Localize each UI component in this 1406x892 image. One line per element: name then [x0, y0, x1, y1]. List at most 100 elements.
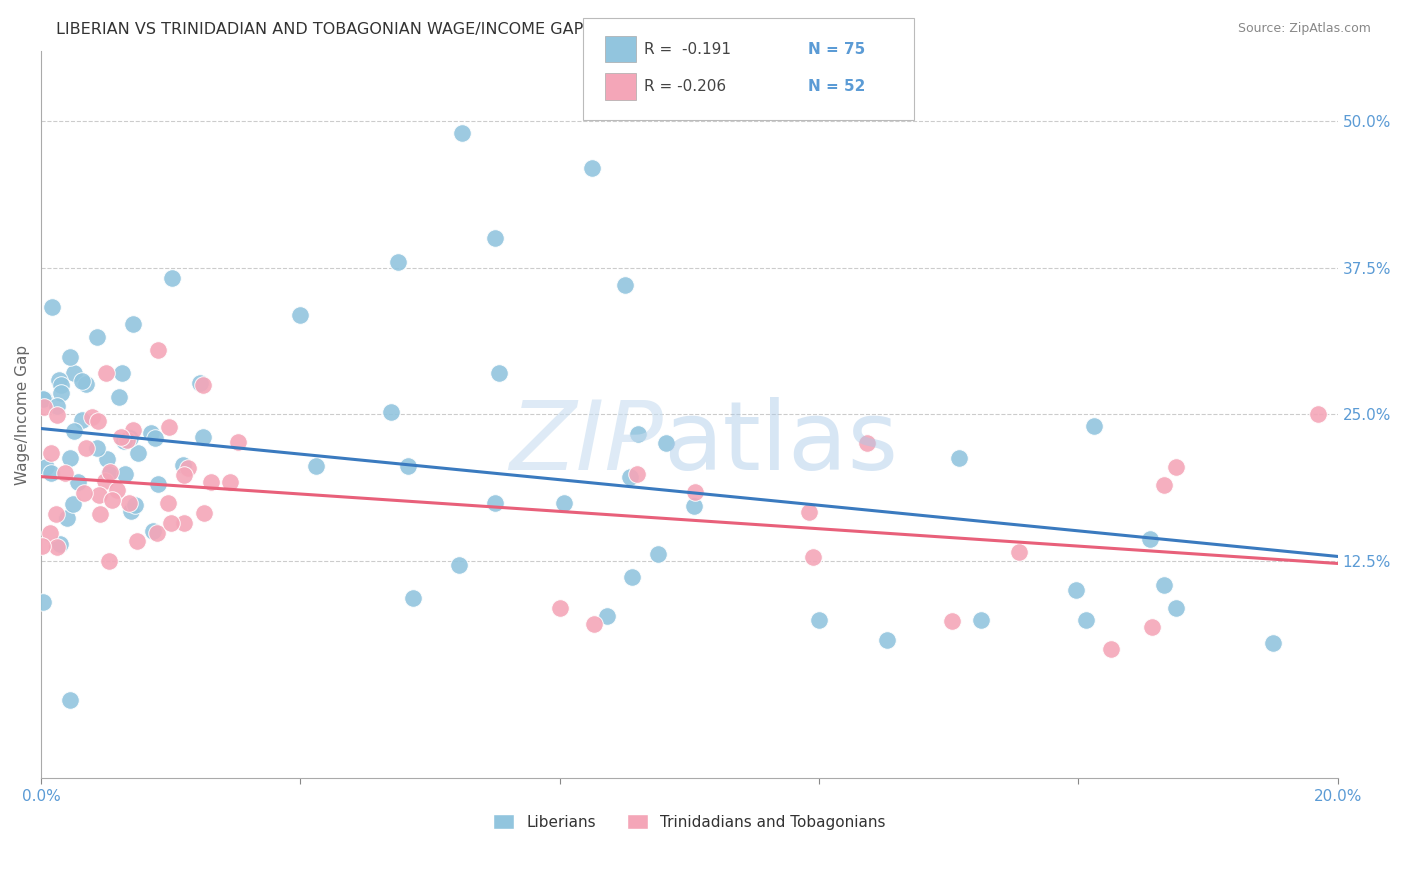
- Point: [146, 477, 169, 491]
- Point: [160, 516, 183, 530]
- Point: [120, 503, 142, 517]
- Point: [655, 436, 678, 450]
- Point: [683, 485, 706, 500]
- Point: [799, 505, 821, 519]
- Point: [39, 445, 62, 459]
- Point: [596, 608, 619, 623]
- Point: [146, 526, 169, 541]
- Point: [193, 378, 215, 392]
- Text: R = -0.206: R = -0.206: [644, 79, 725, 94]
- Point: [402, 591, 425, 605]
- Point: [157, 420, 180, 434]
- Point: [66, 475, 89, 490]
- Point: [488, 366, 510, 380]
- Text: N = 52: N = 52: [808, 79, 866, 94]
- Point: [59, 693, 82, 707]
- Point: [35, 460, 58, 475]
- Point: [219, 475, 242, 490]
- Point: [45, 540, 67, 554]
- Point: [96, 452, 118, 467]
- Point: [125, 534, 148, 549]
- Point: [70, 374, 93, 388]
- Point: [484, 496, 506, 510]
- Point: [120, 431, 142, 445]
- Point: [118, 496, 141, 510]
- Point: [948, 450, 970, 465]
- Point: [200, 475, 222, 490]
- Point: [75, 441, 97, 455]
- Point: [49, 386, 72, 401]
- Point: [801, 550, 824, 565]
- Point: [856, 435, 879, 450]
- Point: [613, 278, 636, 293]
- Point: [32, 392, 55, 406]
- Point: [114, 467, 136, 481]
- Point: [49, 378, 72, 392]
- Point: [1140, 619, 1163, 633]
- Point: [94, 367, 117, 381]
- Text: Source: ZipAtlas.com: Source: ZipAtlas.com: [1237, 22, 1371, 36]
- Text: LIBERIAN VS TRINIDADIAN AND TOBAGONIAN WAGE/INCOME GAP CORRELATION CHART: LIBERIAN VS TRINIDADIAN AND TOBAGONIAN W…: [56, 22, 762, 37]
- Point: [1083, 419, 1105, 434]
- Point: [941, 615, 963, 629]
- Point: [451, 126, 474, 140]
- Point: [117, 433, 139, 447]
- Point: [581, 161, 603, 175]
- Point: [553, 496, 575, 510]
- Point: [619, 469, 641, 483]
- Point: [627, 426, 650, 441]
- Point: [32, 401, 55, 415]
- Point: [162, 271, 184, 285]
- Point: [39, 525, 62, 540]
- Text: atlas: atlas: [664, 397, 898, 490]
- Point: [49, 537, 72, 551]
- Point: [45, 408, 67, 422]
- Point: [191, 430, 214, 444]
- Point: [46, 400, 69, 414]
- Point: [101, 493, 124, 508]
- Point: [48, 372, 70, 386]
- Point: [156, 496, 179, 510]
- Point: [94, 474, 117, 488]
- Point: [141, 425, 163, 440]
- Point: [39, 466, 62, 480]
- Point: [620, 569, 643, 583]
- Point: [1308, 408, 1330, 422]
- Point: [56, 511, 79, 525]
- Point: [45, 507, 67, 521]
- Point: [98, 465, 121, 479]
- Point: [122, 423, 145, 437]
- Point: [143, 431, 166, 445]
- Point: [1064, 582, 1087, 597]
- Point: [188, 376, 211, 390]
- Point: [1261, 636, 1284, 650]
- Point: [1139, 532, 1161, 546]
- Point: [484, 231, 506, 245]
- Point: [32, 595, 55, 609]
- Point: [86, 330, 108, 344]
- Point: [73, 486, 96, 500]
- Point: [62, 497, 84, 511]
- Point: [682, 499, 704, 513]
- Point: [305, 458, 328, 473]
- Text: ZIP: ZIP: [509, 397, 664, 490]
- Point: [32, 392, 55, 406]
- Point: [89, 507, 111, 521]
- Point: [59, 350, 82, 364]
- Point: [112, 434, 135, 448]
- Point: [82, 409, 104, 424]
- Legend: Liberians, Trinidadians and Tobagonians: Liberians, Trinidadians and Tobagonians: [486, 808, 891, 836]
- Point: [387, 255, 409, 269]
- Point: [1008, 545, 1031, 559]
- Point: [124, 498, 146, 512]
- Point: [582, 616, 605, 631]
- Point: [70, 413, 93, 427]
- Point: [177, 461, 200, 475]
- Point: [110, 430, 132, 444]
- Point: [108, 390, 131, 404]
- Point: [173, 468, 195, 483]
- Point: [380, 405, 402, 419]
- Point: [62, 424, 84, 438]
- Point: [98, 553, 121, 567]
- Point: [876, 632, 898, 647]
